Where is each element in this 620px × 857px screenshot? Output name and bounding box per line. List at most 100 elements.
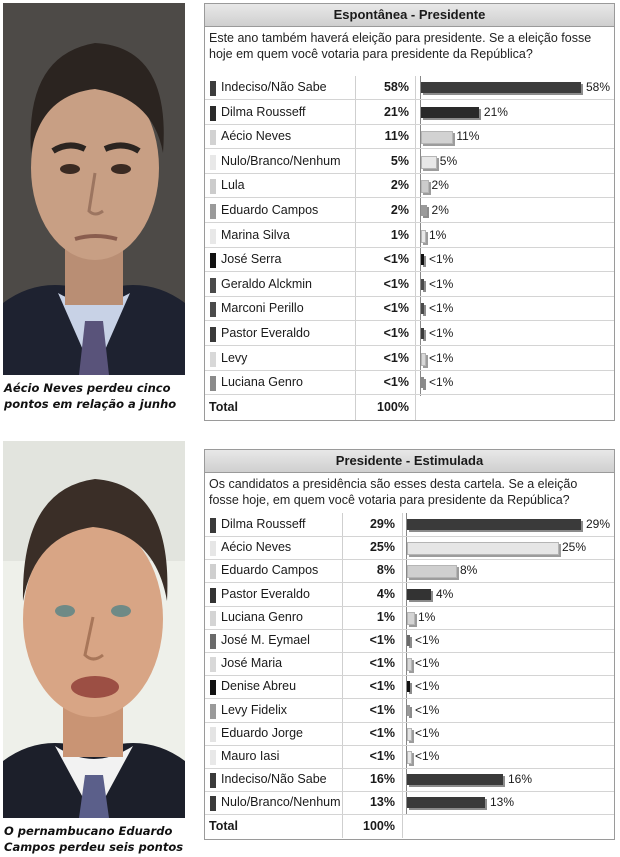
percent-value: 21% <box>383 104 409 119</box>
bar <box>421 278 424 290</box>
chart-row: Levy Fidelix <1% <1% <box>205 699 614 723</box>
percent-value: 29% <box>369 517 395 531</box>
chart-row: Eduardo Campos 8% 8% <box>205 559 614 584</box>
percent-value: 58% <box>383 80 409 94</box>
percent-value: <1% <box>369 702 395 717</box>
legend-swatch <box>210 105 216 121</box>
chart-row: Nulo/Branco/Nenhum 13% 13% <box>205 791 614 816</box>
percent-value: 25% <box>369 540 395 555</box>
percent-value: 2% <box>390 203 409 217</box>
bar <box>407 681 410 693</box>
photo-bottom-hair <box>22 479 168 601</box>
bar <box>421 131 454 145</box>
category-label: Geraldo Alckmin <box>221 276 313 291</box>
category-label: Levy Fidelix <box>221 702 287 717</box>
bar <box>407 658 412 672</box>
bar <box>421 328 424 339</box>
total-value: 100% <box>377 399 409 414</box>
legend-swatch <box>210 680 216 696</box>
photo-top-face <box>31 76 159 260</box>
category-label: Nulo/Branco/Nenhum <box>221 153 341 168</box>
bar-data-label: <1% <box>415 633 440 647</box>
chart-row: Lula 2% 2% <box>205 174 614 199</box>
category-label: Aécio Neves <box>221 540 292 555</box>
chart-row: Mauro Iasi <1% <1% <box>205 745 614 769</box>
photo-bottom-eye-left <box>55 605 75 617</box>
chart-row: José Serra <1% <1% <box>205 248 614 273</box>
bar-axis <box>406 513 407 815</box>
bar <box>421 377 424 389</box>
chart-row: Pastor Everaldo <1% <1% <box>205 322 614 346</box>
chart-row: Nulo/Branco/Nenhum 5% 5% <box>205 150 614 174</box>
chart-row: Dilma Rousseff 29% 29% <box>205 513 614 537</box>
percent-value: <1% <box>383 301 409 316</box>
chart-row: Marina Silva 1% 1% <box>205 224 614 248</box>
category-label: Indeciso/Não Sabe <box>221 772 327 787</box>
bar <box>421 205 427 216</box>
total-row: Total 100% <box>205 815 614 839</box>
category-label: Mauro Iasi <box>221 749 280 763</box>
percent-value: 16% <box>369 772 395 787</box>
bar-data-label: 13% <box>490 795 515 810</box>
percent-value: 1% <box>390 227 409 242</box>
percent-value: 2% <box>390 178 409 193</box>
bar-data-label: 29% <box>586 517 611 531</box>
percent-value: <1% <box>369 633 395 647</box>
category-label: Marconi Perillo <box>221 301 304 316</box>
legend-swatch <box>210 587 216 603</box>
chart-panel-estimulada: Presidente - Estimulada Os candidatos a … <box>204 449 615 840</box>
legend-swatch <box>210 376 216 392</box>
photo-top-hair <box>30 43 164 153</box>
bar <box>421 106 479 118</box>
chart-panel-espontanea: Espontânea - Presidente Este ano também … <box>204 3 615 421</box>
category-label: Pastor Everaldo <box>221 586 310 601</box>
legend-swatch <box>210 773 216 789</box>
chart-row: Aécio Neves 11% 11% <box>205 125 614 150</box>
legend-swatch <box>210 541 216 557</box>
chart-row: José Maria <1% <1% <box>205 652 614 677</box>
bar-data-label: <1% <box>429 350 454 365</box>
legend-swatch <box>210 204 216 219</box>
chart-row: Dilma Rousseff 21% 21% <box>205 101 614 125</box>
bar-data-label: 1% <box>429 227 447 242</box>
chart-row: Denise Abreu <1% <1% <box>205 675 614 700</box>
legend-swatch <box>210 703 216 719</box>
category-label: Marina Silva <box>221 227 290 242</box>
category-label: Aécio Neves <box>221 129 292 144</box>
bar <box>421 229 426 243</box>
chart-row: Luciana Genro <1% <1% <box>205 371 614 396</box>
bar <box>421 155 437 169</box>
legend-swatch <box>210 302 216 318</box>
bar <box>407 542 559 556</box>
chart-row: Indeciso/Não Sabe 16% 16% <box>205 768 614 793</box>
category-label: Levy <box>221 350 248 365</box>
bar-data-label: 1% <box>418 609 436 624</box>
total-label: Total <box>209 818 238 833</box>
category-label: José M. Eymael <box>221 633 310 647</box>
bar-data-label: <1% <box>415 749 440 763</box>
category-label: José Serra <box>221 252 282 267</box>
percent-value: <1% <box>383 350 409 365</box>
legend-swatch <box>210 277 216 293</box>
caption-campos: O pernambucano Eduardo Campos perdeu sei… <box>4 824 184 854</box>
bar-data-label: 2% <box>431 178 449 193</box>
legend-swatch <box>210 81 216 96</box>
bar <box>421 303 424 315</box>
bar-data-label: <1% <box>429 252 454 267</box>
legend-swatch <box>210 518 216 533</box>
category-label: Luciana Genro <box>221 375 304 390</box>
category-label: Denise Abreu <box>221 679 297 694</box>
bar-data-label: 16% <box>508 772 533 787</box>
bar-data-label: <1% <box>415 679 440 694</box>
legend-swatch <box>210 657 216 673</box>
bar <box>421 180 429 194</box>
photo-top-mouth <box>74 234 118 241</box>
bar-data-label: <1% <box>429 276 454 291</box>
bar-data-label: <1% <box>429 301 454 316</box>
legend-swatch <box>210 750 216 765</box>
chart-row: Geraldo Alckmin <1% <1% <box>205 273 614 297</box>
legend-swatch <box>210 564 216 580</box>
category-label: Eduardo Campos <box>221 203 319 217</box>
bar <box>407 704 410 716</box>
photo-top-brow-left <box>51 142 87 154</box>
